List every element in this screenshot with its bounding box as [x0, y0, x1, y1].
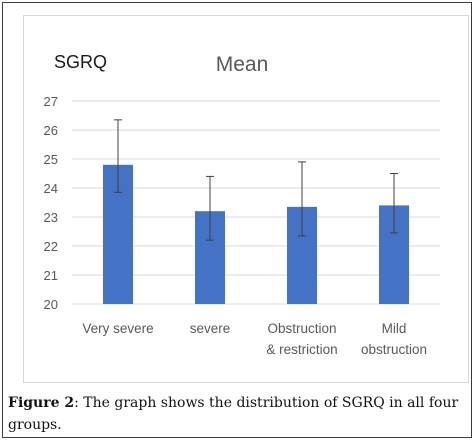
y-tick-label: 20 — [44, 297, 58, 312]
bar-chart: SGRQ Mean 20 21 22 23 24 25 26 27 Very severe sever… — [44, 52, 440, 357]
chart-title: Mean — [216, 53, 269, 76]
y-axis-label: SGRQ — [54, 52, 107, 72]
y-tick-label: 22 — [44, 239, 58, 254]
figure-frame: SGRQ Mean 20 21 22 23 24 25 26 27 Very severe sever… — [2, 2, 472, 438]
x-tick-label: Very severe — [82, 321, 153, 336]
y-tick-label: 21 — [44, 268, 58, 283]
x-tick-label: Mild — [382, 321, 407, 336]
x-tick-label: Obstruction — [267, 321, 336, 336]
y-tick-label: 26 — [44, 123, 58, 138]
caption-label: Figure 2 — [8, 395, 75, 411]
x-tick-label: & restriction — [266, 342, 337, 357]
figure-caption: Figure 2: The graph shows the distributi… — [8, 392, 476, 436]
y-tick-label: 23 — [44, 210, 58, 225]
x-tick-label: severe — [190, 321, 231, 336]
y-tick-label: 24 — [44, 181, 58, 196]
x-tick-label: obstruction — [361, 342, 427, 357]
y-tick-label: 27 — [44, 94, 58, 109]
y-tick-label: 25 — [44, 152, 58, 167]
caption-text: : The graph shows the distribution of SG… — [8, 395, 459, 433]
chart-area: SGRQ Mean 20 21 22 23 24 25 26 27 Very severe sever… — [23, 15, 469, 383]
